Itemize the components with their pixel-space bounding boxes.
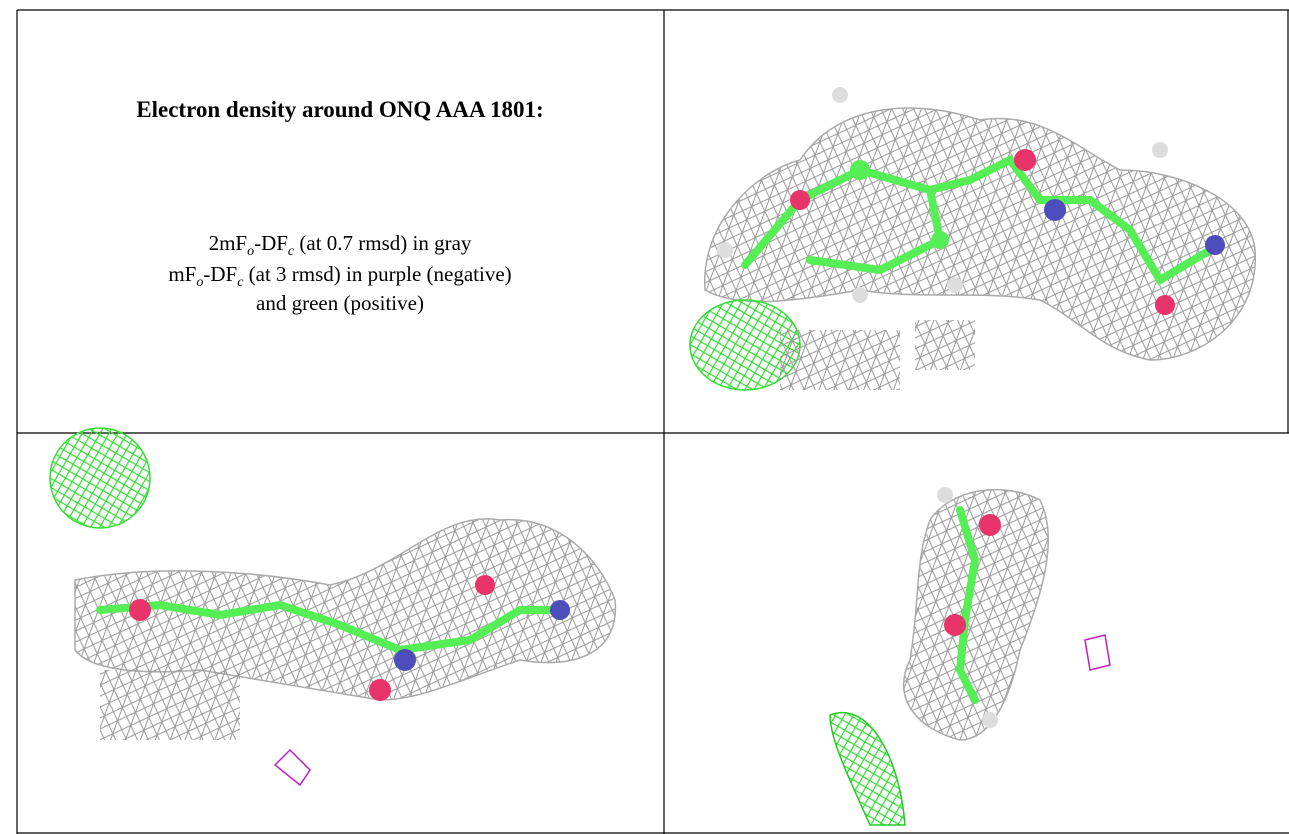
caption-text: (at 3 rmsd) in purple (negative) — [243, 262, 511, 286]
density-image — [50, 428, 615, 785]
caption-line: mFo-DFc (at 3 rmsd) in purple (negative) — [168, 262, 511, 290]
density-image — [830, 487, 1110, 825]
density-image — [690, 87, 1255, 390]
atom — [129, 599, 151, 621]
atom — [369, 679, 391, 701]
caption-text: 2mF — [209, 231, 248, 255]
atom — [394, 649, 416, 671]
figure: Electron density around ONQ AAA 1801: 2m… — [0, 0, 1289, 834]
atom — [982, 712, 998, 728]
atom — [979, 514, 1001, 536]
caption-text: (at 0.7 rmsd) in gray — [294, 231, 472, 255]
atom — [944, 614, 966, 636]
caption-text: -DF — [254, 231, 288, 255]
atom — [550, 600, 570, 620]
atom — [475, 575, 495, 595]
page: {"header": {"title": "Electron density a… — [0, 0, 1289, 834]
caption-text: -DF — [203, 262, 237, 286]
atom — [937, 487, 953, 503]
title: Electron density around ONQ AAA 1801: — [136, 97, 543, 122]
caption-text: mF — [168, 262, 196, 286]
caption-line: 2mFo-DFc (at 0.7 rmsd) in gray — [209, 231, 472, 259]
caption-line: and green (positive) — [256, 291, 424, 315]
caption-sub: o — [196, 275, 203, 290]
caption-sub: o — [247, 244, 254, 259]
